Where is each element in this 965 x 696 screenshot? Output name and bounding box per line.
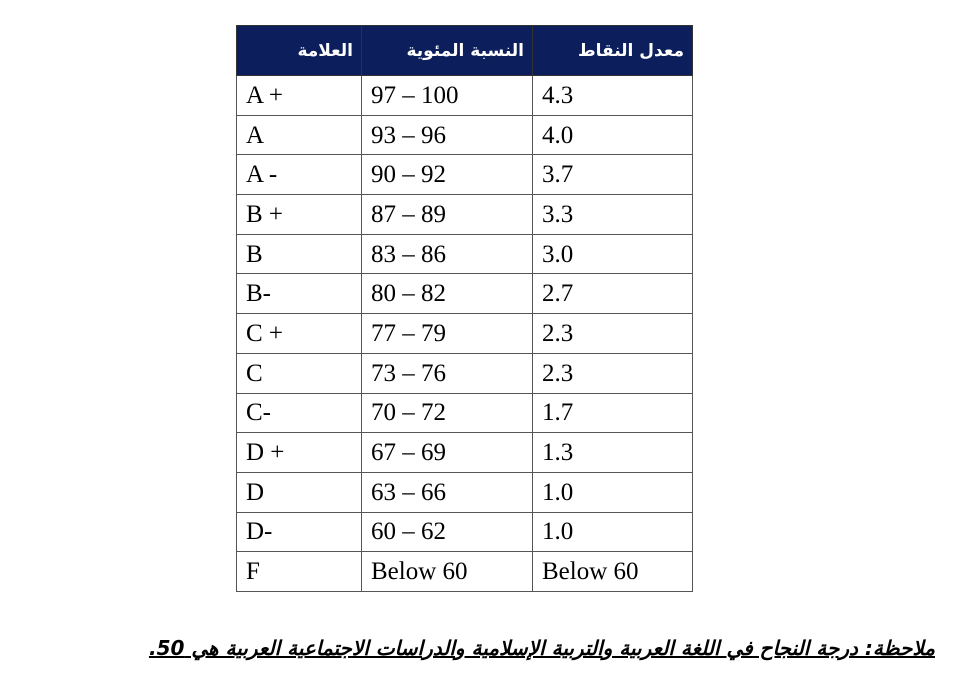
cell-gpa: 2.7 — [532, 273, 693, 315]
cell-gpa: 3.7 — [532, 154, 693, 196]
cell-grade: A + — [236, 75, 362, 116]
cell-grade: C- — [236, 392, 362, 434]
table-row: B- 80 – 82 2.7 — [236, 273, 693, 315]
table-row: C 73 – 76 2.3 — [236, 352, 693, 394]
table-row: C- 70 – 72 1.7 — [236, 392, 693, 434]
cell-percentage: 77 – 79 — [361, 313, 533, 354]
cell-gpa: 4.3 — [532, 75, 693, 116]
cell-percentage: 70 – 72 — [361, 392, 533, 434]
cell-percentage: 83 – 86 — [361, 233, 533, 275]
cell-gpa: 1.7 — [532, 392, 693, 434]
cell-grade: A — [236, 114, 362, 156]
header-gpa: معدل النقاط — [532, 25, 693, 76]
table-header-row: العلامة النسبة المئوية معدل النقاط — [236, 25, 693, 76]
cell-grade: B- — [236, 273, 362, 315]
table-row: D 63 – 66 1.0 — [236, 471, 693, 513]
note-text: ملاحظة: درجة النجاح في اللغة العربية وال… — [148, 636, 935, 660]
table-row: C +77 – 79 2.3 — [236, 313, 693, 354]
cell-grade: D- — [236, 511, 362, 553]
cell-gpa: 4.0 — [532, 114, 693, 156]
cell-grade: F — [236, 551, 362, 592]
cell-percentage: 67 – 69 — [361, 432, 533, 473]
table-row: D- 60 – 62 1.0 — [236, 511, 693, 553]
table-row: D +67 – 69 1.3 — [236, 432, 693, 473]
cell-percentage: 73 – 76 — [361, 352, 533, 394]
cell-percentage: 87 – 89 — [361, 194, 533, 235]
cell-grade: B + — [236, 194, 362, 235]
table-row: A +97 – 100 4.3 — [236, 75, 693, 116]
cell-percentage: 80 – 82 — [361, 273, 533, 315]
cell-grade: D — [236, 471, 362, 513]
header-percentage: النسبة المئوية — [361, 25, 533, 76]
table-row: A -90 – 92 3.7 — [236, 154, 693, 196]
cell-grade: A - — [236, 154, 362, 196]
cell-gpa: 1.3 — [532, 432, 693, 473]
cell-grade: B — [236, 233, 362, 275]
cell-grade: C — [236, 352, 362, 394]
cell-gpa: 1.0 — [532, 471, 693, 513]
cell-gpa: 3.3 — [532, 194, 693, 235]
table-row: B 83 – 86 3.0 — [236, 233, 693, 275]
cell-percentage: 90 – 92 — [361, 154, 533, 196]
header-grade: العلامة — [236, 25, 362, 76]
cell-percentage: 97 – 100 — [361, 75, 533, 116]
cell-gpa: 2.3 — [532, 352, 693, 394]
cell-percentage: 60 – 62 — [361, 511, 533, 553]
cell-percentage: 63 – 66 — [361, 471, 533, 513]
cell-gpa: 1.0 — [532, 511, 693, 553]
cell-percentage: Below 60 — [361, 551, 533, 592]
table-row: B +87 – 89 3.3 — [236, 194, 693, 235]
cell-grade: C + — [236, 313, 362, 354]
table-row: A 93 – 96 4.0 — [236, 114, 693, 156]
cell-gpa: Below 60 — [532, 551, 693, 592]
cell-percentage: 93 – 96 — [361, 114, 533, 156]
cell-grade: D + — [236, 432, 362, 473]
grading-table: العلامة النسبة المئوية معدل النقاط A +97… — [236, 25, 693, 592]
cell-gpa: 3.0 — [532, 233, 693, 275]
table-row: F Below 60 Below 60 — [236, 551, 693, 592]
cell-gpa: 2.3 — [532, 313, 693, 354]
